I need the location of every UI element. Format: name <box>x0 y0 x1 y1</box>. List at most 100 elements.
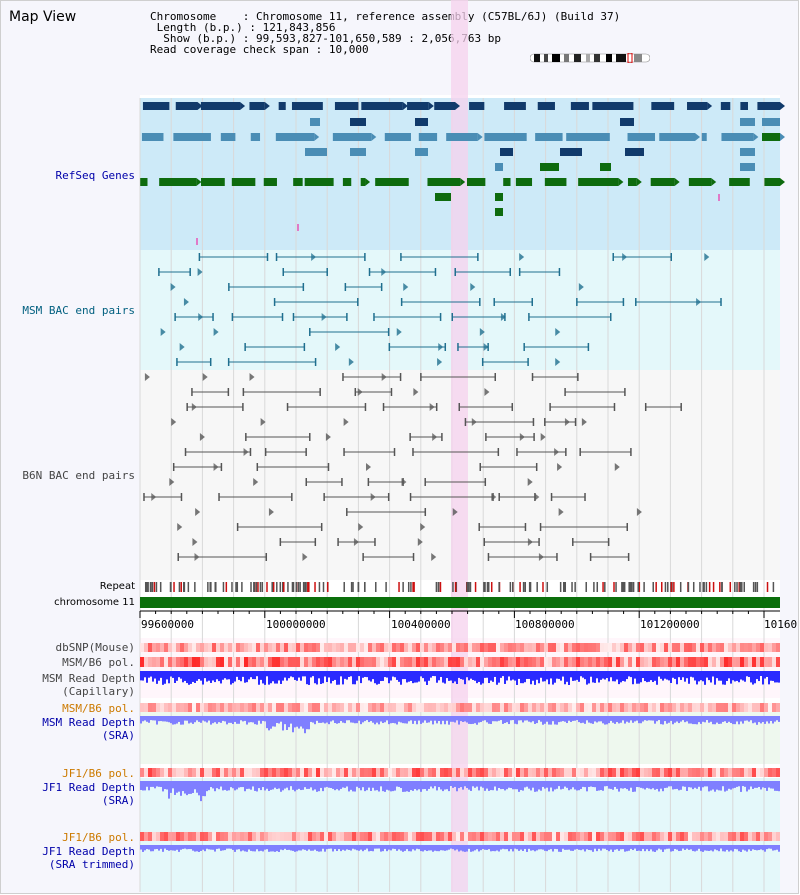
depth-bar <box>382 781 384 792</box>
depth-bar <box>318 845 320 852</box>
depth-bar <box>678 716 680 724</box>
depth-bar <box>738 671 740 683</box>
heat-cell <box>724 703 728 712</box>
gene-feature <box>627 178 637 186</box>
heat-cell <box>408 768 412 777</box>
heat-cell <box>504 832 508 841</box>
depth-bar <box>776 781 778 791</box>
heat-cell <box>380 643 384 652</box>
depth-bar <box>674 781 676 790</box>
heat-cell <box>472 703 476 712</box>
depth-bar <box>716 671 718 679</box>
heat-cell <box>328 768 332 777</box>
depth-bar <box>412 781 414 791</box>
depth-bar <box>636 845 638 852</box>
chromosome-ideogram[interactable] <box>530 53 650 63</box>
heat-cell <box>272 703 276 712</box>
heat-cell <box>316 832 320 841</box>
depth-bar <box>692 845 694 852</box>
depth-bar <box>540 671 542 678</box>
chromosome-value: Chromosome 11, reference assembly (C57BL… <box>255 10 621 23</box>
depth-bar <box>266 671 268 677</box>
heat-cell <box>252 768 256 777</box>
depth-bar <box>742 716 744 724</box>
depth-bar <box>458 845 460 852</box>
heat-cell <box>560 832 564 841</box>
gene-feature <box>627 133 656 141</box>
depth-bar <box>234 781 236 791</box>
depth-bar <box>382 845 384 852</box>
repeat-mark <box>632 582 635 592</box>
depth-bar <box>372 845 374 852</box>
depth-bar <box>620 716 622 723</box>
heat-cell <box>164 643 168 652</box>
heat-cell <box>376 703 380 712</box>
track-label-jf1-depth-trim: JF1 Read Depth <box>10 845 135 858</box>
heat-cell <box>764 832 768 841</box>
depth-bar <box>282 671 284 681</box>
depth-bar <box>742 671 744 681</box>
depth-bar <box>710 716 712 722</box>
depth-bar <box>380 671 382 682</box>
gene-feature <box>720 102 731 110</box>
heat-cell <box>440 643 444 652</box>
depth-bar <box>150 781 152 787</box>
depth-bar <box>472 781 474 787</box>
depth-bar <box>300 845 302 851</box>
depth-bar <box>726 845 728 850</box>
repeat-mark <box>272 582 275 592</box>
heat-cell <box>292 657 296 667</box>
depth-bar <box>196 671 198 681</box>
depth-bar <box>506 845 508 850</box>
heat-cell <box>680 832 684 841</box>
heat-cell <box>236 657 240 667</box>
depth-bar <box>182 671 184 683</box>
repeat-mark <box>664 582 667 592</box>
bac-end-arrow <box>179 343 185 351</box>
heat-cell <box>676 703 680 712</box>
depth-bar <box>546 845 548 852</box>
depth-bar <box>778 845 780 852</box>
depth-bar <box>448 845 450 850</box>
depth-bar <box>394 781 396 791</box>
depth-bar <box>246 716 248 725</box>
depth-bar <box>186 671 188 684</box>
depth-bar <box>540 716 542 722</box>
heat-cell <box>280 703 284 712</box>
depth-bar <box>362 671 364 678</box>
heat-cell <box>248 832 252 841</box>
heat-cell <box>484 657 488 667</box>
heat-cell <box>352 832 356 841</box>
gene-feature <box>592 102 634 110</box>
heat-cell <box>432 643 436 652</box>
depth-bar <box>230 845 232 849</box>
depth-bar <box>154 716 156 721</box>
heat-cell <box>388 643 392 652</box>
depth-bar <box>342 781 344 788</box>
depth-bar <box>592 781 594 788</box>
depth-bar <box>674 845 676 849</box>
depth-bar <box>246 845 248 852</box>
depth-bar <box>644 845 646 852</box>
heat-cell <box>688 832 692 841</box>
heat-cell <box>180 643 184 652</box>
depth-bar <box>228 781 230 791</box>
depth-bar <box>590 671 592 677</box>
depth-bar <box>174 781 176 795</box>
track-label-msm-depth-sra-line1: MSM Read Depth <box>42 716 135 729</box>
gene-feature <box>304 178 334 186</box>
bac-end-arrow <box>170 283 176 291</box>
heat-cell <box>352 657 356 667</box>
depth-bar <box>496 781 498 791</box>
depth-bar <box>470 716 472 725</box>
depth-bar <box>258 716 260 721</box>
depth-bar <box>206 845 208 849</box>
gene-feature <box>434 102 456 110</box>
depth-bar <box>284 671 286 678</box>
heat-cell <box>708 643 712 652</box>
depth-bar <box>318 671 320 679</box>
track-label-jf1-depth-sra: JF1 Read Depth <box>10 781 135 794</box>
heat-cell <box>420 643 424 652</box>
heat-cell <box>300 832 304 841</box>
